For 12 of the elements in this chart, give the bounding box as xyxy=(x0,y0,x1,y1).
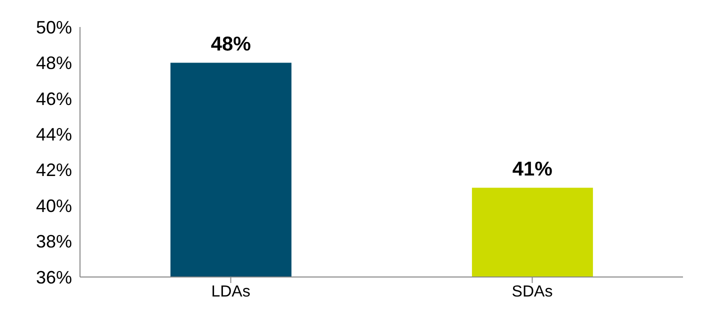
y-tick-label: 46% xyxy=(36,88,72,109)
x-tick-label: SDAs xyxy=(512,283,553,300)
y-tick-label: 50% xyxy=(36,17,72,38)
data-label: 41% xyxy=(512,158,553,181)
y-tick-label: 38% xyxy=(36,232,72,252)
y-tick-label: 44% xyxy=(36,124,72,145)
x-tick-label: LDAs xyxy=(211,283,250,300)
y-tick-label: 36% xyxy=(36,267,72,288)
data-label: 48% xyxy=(210,34,252,56)
y-tick-label: 48% xyxy=(36,53,72,74)
y-tick-label: 42% xyxy=(36,160,72,180)
y-tick-label: 40% xyxy=(36,196,72,216)
